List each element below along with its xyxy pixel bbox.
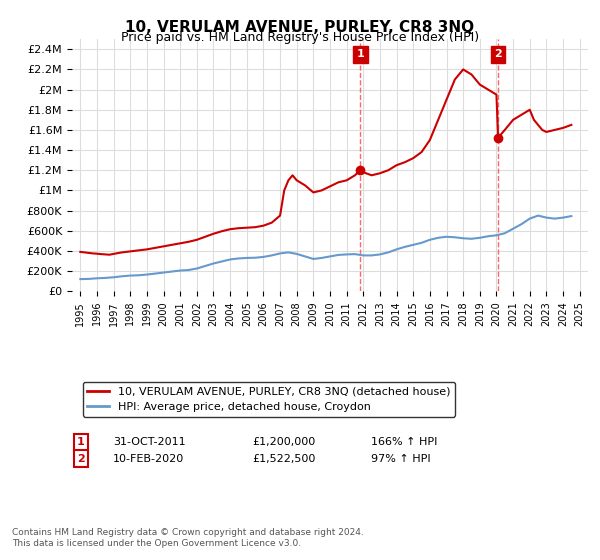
- Text: 166% ↑ HPI: 166% ↑ HPI: [371, 437, 437, 447]
- Text: 31-OCT-2011: 31-OCT-2011: [113, 437, 186, 447]
- Text: 1: 1: [77, 437, 85, 447]
- Text: 97% ↑ HPI: 97% ↑ HPI: [371, 454, 431, 464]
- Text: 2: 2: [494, 49, 502, 59]
- Text: £1,200,000: £1,200,000: [253, 437, 316, 447]
- Text: £1,522,500: £1,522,500: [253, 454, 316, 464]
- Text: Price paid vs. HM Land Registry's House Price Index (HPI): Price paid vs. HM Land Registry's House …: [121, 31, 479, 44]
- Text: 1: 1: [356, 49, 364, 59]
- Text: 10, VERULAM AVENUE, PURLEY, CR8 3NQ: 10, VERULAM AVENUE, PURLEY, CR8 3NQ: [125, 20, 475, 35]
- Legend: 10, VERULAM AVENUE, PURLEY, CR8 3NQ (detached house), HPI: Average price, detach: 10, VERULAM AVENUE, PURLEY, CR8 3NQ (det…: [83, 382, 455, 417]
- Text: 10-FEB-2020: 10-FEB-2020: [113, 454, 185, 464]
- Text: Contains HM Land Registry data © Crown copyright and database right 2024.
This d: Contains HM Land Registry data © Crown c…: [12, 528, 364, 548]
- Text: 2: 2: [77, 454, 85, 464]
